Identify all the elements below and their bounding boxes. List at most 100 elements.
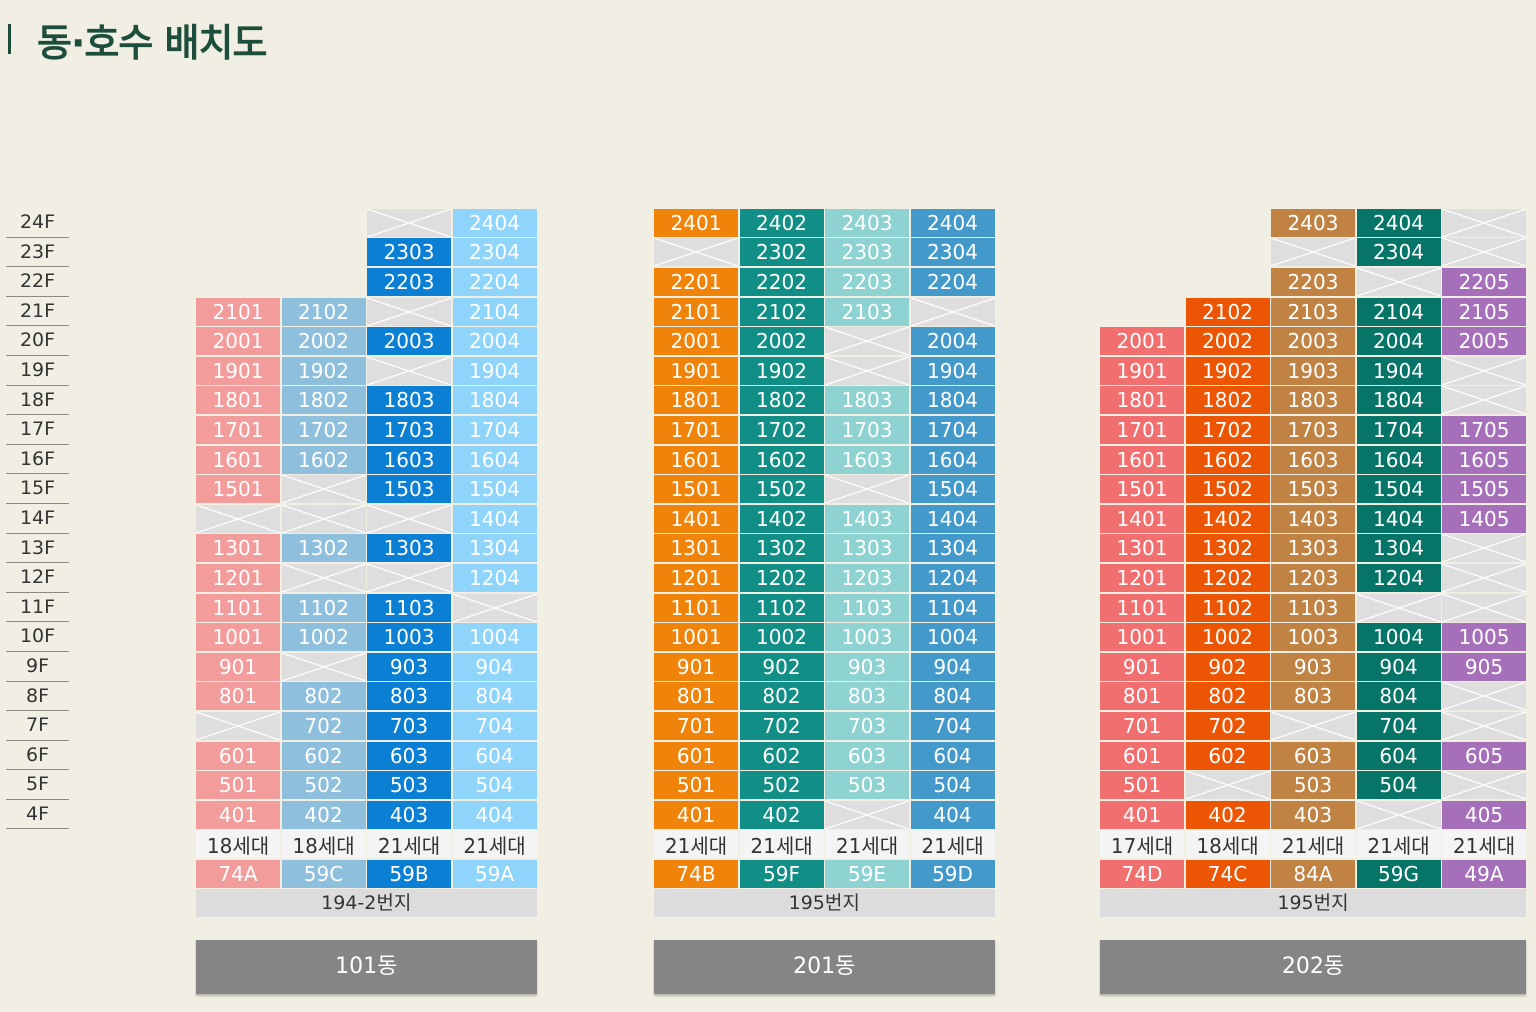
unit-cell: 1303 <box>1271 534 1355 563</box>
empty-unit-cell <box>825 327 909 356</box>
unit-cell: 2001 <box>196 327 280 356</box>
unit-cell: 501 <box>1100 771 1184 800</box>
unit-cell: 2103 <box>1271 297 1355 326</box>
empty-unit-cell <box>196 504 280 533</box>
empty-unit-cell <box>452 593 537 622</box>
floor-label-column: 24F 23F 22F 21F 20F 19F 18F 17F 16F 15F 14F 13F 12F 1… <box>6 208 69 830</box>
unit-cell: 2302 <box>739 238 824 267</box>
household-count-cell: 21세대 <box>452 830 537 859</box>
unit-cell: 1802 <box>1185 386 1270 415</box>
unit-type-cell: 84A <box>1271 859 1355 889</box>
unit-cell: 902 <box>739 652 824 681</box>
unit-cell: 2003 <box>1271 327 1355 356</box>
unit-cell: 1503 <box>367 475 451 504</box>
unit-cell: 1705 <box>1442 415 1526 445</box>
unit-cell: 1003 <box>367 623 451 652</box>
unit-cell: 1204 <box>910 563 995 593</box>
floor-label: 12F <box>6 563 69 593</box>
empty-unit-cell <box>367 563 451 593</box>
lot-address-bar: 194-2번지 <box>196 889 537 918</box>
unit-cell: 1302 <box>1185 534 1270 563</box>
unit-cell: 1801 <box>196 386 280 415</box>
unit-cell: 1901 <box>654 356 738 385</box>
unit-cell: 604 <box>1356 741 1441 770</box>
empty-unit-cell <box>1271 238 1355 267</box>
unit-cell: 804 <box>452 682 537 711</box>
empty-unit-cell <box>281 563 366 593</box>
unit-cell: 904 <box>910 652 995 681</box>
unit-type-cell: 59E <box>825 859 909 889</box>
unit-cell: 1601 <box>1100 445 1184 474</box>
unit-cell: 605 <box>1442 741 1526 770</box>
unit-cell: 1002 <box>281 623 366 652</box>
unit-cell: 1303 <box>825 534 909 563</box>
empty-unit-cell <box>367 297 451 326</box>
unit-cell: 801 <box>654 682 738 711</box>
unit-cell: 1301 <box>1100 534 1184 563</box>
unit-cell: 803 <box>1271 682 1355 711</box>
unit-cell: 804 <box>1356 682 1441 711</box>
unit-cell: 2404 <box>910 208 995 237</box>
unit-cell: 2404 <box>452 208 537 237</box>
unit-cell: 2004 <box>452 327 537 356</box>
unit-cell: 1904 <box>910 356 995 385</box>
unit-cell: 1501 <box>1100 475 1184 504</box>
unit-cell: 1003 <box>1271 623 1355 652</box>
unit-cell: 601 <box>1100 741 1184 770</box>
empty-unit-cell <box>1442 238 1526 267</box>
unit-cell: 1104 <box>910 593 995 622</box>
unit-cell: 1704 <box>910 415 995 445</box>
unit-cell: 903 <box>367 652 451 681</box>
unit-cell: 2102 <box>739 297 824 326</box>
unit-cell: 1201 <box>196 563 280 593</box>
unit-cell: 1804 <box>910 386 995 415</box>
unit-cell: 601 <box>654 741 738 770</box>
unit-cell: 1803 <box>367 386 451 415</box>
unit-cell: 1404 <box>1356 504 1441 533</box>
unit-cell: 2204 <box>910 267 995 297</box>
unit-cell: 1203 <box>825 563 909 593</box>
unit-cell: 1602 <box>281 445 366 474</box>
empty-unit-cell <box>1442 208 1526 237</box>
unit-cell: 1605 <box>1442 445 1526 474</box>
unit-cell: 1001 <box>1100 623 1184 652</box>
lot-address-bar: 195번지 <box>654 889 995 918</box>
unit-cell: 901 <box>1100 652 1184 681</box>
building-name-label: 101동 <box>196 940 537 994</box>
unit-cell: 1602 <box>1185 445 1270 474</box>
unit-cell: 902 <box>1185 652 1270 681</box>
unit-cell: 2304 <box>452 238 537 267</box>
unit-cell: 1501 <box>654 475 738 504</box>
unit-cell: 401 <box>196 800 280 829</box>
empty-unit-cell <box>367 208 451 237</box>
unit-cell: 1101 <box>1100 593 1184 622</box>
unit-cell: 2304 <box>910 238 995 267</box>
unit-cell: 802 <box>1185 682 1270 711</box>
unit-cell: 2104 <box>452 297 537 326</box>
unit-cell: 1702 <box>739 415 824 445</box>
unit-cell: 1804 <box>1356 386 1441 415</box>
unit-cell: 2304 <box>1356 238 1441 267</box>
unit-cell: 1004 <box>910 623 995 652</box>
unit-cell: 2402 <box>739 208 824 237</box>
unit-cell: 1901 <box>1100 356 1184 385</box>
empty-unit-cell <box>196 711 280 741</box>
empty-unit-cell <box>1442 682 1526 711</box>
unit-cell: 901 <box>654 652 738 681</box>
household-count-cell: 21세대 <box>739 830 824 859</box>
floor-label: 23F <box>6 238 69 268</box>
floor-label: 14F <box>6 504 69 534</box>
unit-cell: 1901 <box>196 356 280 385</box>
unit-cell: 1404 <box>910 504 995 533</box>
unit-cell: 2202 <box>739 267 824 297</box>
unit-cell: 2201 <box>654 267 738 297</box>
unit-cell: 1603 <box>367 445 451 474</box>
unit-cell: 1804 <box>452 386 537 415</box>
unit-cell: 2303 <box>367 238 451 267</box>
unit-cell: 901 <box>196 652 280 681</box>
unit-cell: 1902 <box>1185 356 1270 385</box>
unit-cell: 1904 <box>1356 356 1441 385</box>
unit-cell: 1102 <box>281 593 366 622</box>
unit-cell: 504 <box>910 771 995 800</box>
empty-unit-cell <box>281 652 366 681</box>
